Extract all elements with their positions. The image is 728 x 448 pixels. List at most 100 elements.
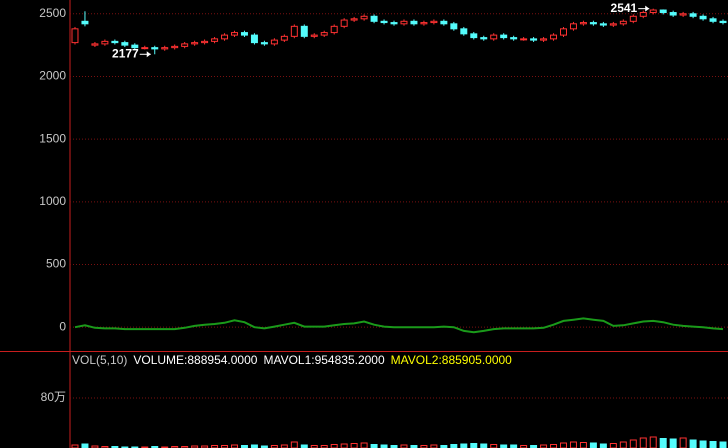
candle-body	[360, 15, 368, 20]
candle-body	[71, 28, 79, 44]
candle-body	[579, 22, 587, 25]
candle-body	[619, 20, 627, 25]
candle-body	[171, 45, 179, 49]
candle-body	[350, 18, 358, 21]
volume-bar	[151, 446, 159, 448]
candle-body	[101, 40, 109, 45]
candle-body	[340, 19, 348, 27]
volume-bar	[350, 443, 358, 448]
candle-body	[480, 37, 488, 40]
y-tick-label: 2000	[39, 69, 66, 83]
volume-bar	[81, 443, 89, 448]
candle-body	[609, 23, 617, 26]
volume-bar	[569, 441, 577, 448]
volume-bar	[360, 442, 368, 448]
candle-body	[569, 23, 577, 30]
volume-legend: VOL(5,10) VOLUME:888954.0000 MAVOL1:954835…	[72, 353, 512, 367]
candle-body	[430, 20, 438, 24]
volume-bar	[201, 445, 209, 448]
candle-body	[390, 22, 398, 25]
candle-body	[300, 25, 308, 37]
volume-bar	[390, 445, 398, 448]
volume-bar	[191, 445, 199, 448]
volume-bar	[619, 441, 627, 448]
volume-bar	[510, 444, 518, 448]
y-tick-label: 1000	[39, 194, 66, 208]
candle-body	[679, 13, 687, 16]
volume-bar	[410, 445, 418, 448]
candle-body	[191, 42, 199, 45]
candle-body	[719, 20, 727, 24]
volume-bar	[470, 443, 478, 448]
volume-bar	[550, 444, 558, 448]
candle-body	[320, 32, 328, 36]
candle-body	[151, 47, 159, 50]
candle-body	[709, 18, 717, 22]
volume-bar	[340, 443, 348, 448]
volume-bar	[500, 444, 508, 448]
candle-body	[550, 34, 558, 40]
candle-body	[659, 9, 667, 14]
candle-body	[330, 25, 338, 34]
annotation-label: 2541	[611, 1, 638, 15]
volume-bar	[71, 444, 79, 448]
legend-entry: MAVOL1:954835.2000	[263, 353, 385, 367]
legend-entry: VOLUME:888954.0000	[133, 353, 257, 367]
volume-bar	[689, 439, 697, 448]
volume-bar	[310, 445, 318, 448]
candle-body	[689, 13, 697, 17]
volume-bar	[400, 444, 408, 448]
volume-bar	[579, 442, 587, 448]
volume-bar	[300, 444, 308, 448]
volume-bar	[280, 444, 288, 448]
candle-body	[161, 47, 169, 50]
volume-bar	[260, 445, 268, 448]
y-tick-label: 80万	[41, 390, 66, 404]
volume-bar	[659, 438, 667, 448]
volume-bar	[609, 443, 617, 448]
candle-body	[649, 9, 657, 14]
volume-bar	[221, 445, 229, 448]
volume-bar	[440, 445, 448, 448]
annotation-arrowhead	[645, 5, 650, 12]
volume-bar	[450, 444, 458, 448]
candle-body	[510, 37, 518, 40]
volume-bar	[679, 437, 687, 448]
legend-entry: MAVOL2:885905.0000	[391, 353, 513, 367]
candle-body	[131, 44, 139, 49]
candle-body	[141, 47, 149, 50]
volume-bar	[709, 441, 717, 448]
volume-bar	[91, 445, 99, 448]
volume-bar	[560, 442, 567, 448]
volume-bar	[330, 444, 338, 448]
candle-body	[530, 38, 538, 41]
volume-bar	[649, 436, 657, 448]
volume-bar	[520, 445, 528, 448]
candle-body	[699, 15, 707, 20]
y-tick-label: 1500	[39, 131, 66, 145]
candle-body	[440, 20, 448, 25]
candle-body	[121, 42, 129, 46]
annotation-arrowhead	[146, 51, 151, 58]
volume-bar	[719, 441, 727, 448]
indicator-line	[74, 317, 724, 334]
y-tick-label: 500	[46, 257, 66, 271]
volume-bar	[480, 443, 488, 448]
volume-bar	[171, 446, 179, 448]
volume-bar	[540, 444, 548, 448]
candle-body	[181, 43, 189, 47]
candle-body	[370, 15, 378, 22]
legend-entry: VOL(5,10)	[72, 353, 127, 367]
annotation-label: 2177	[112, 46, 139, 60]
candle-body	[669, 12, 677, 16]
volume-bar	[250, 444, 258, 448]
volume-bar	[231, 444, 238, 448]
candle-body	[500, 34, 508, 39]
candle-body	[250, 34, 258, 44]
candle-body	[201, 40, 209, 44]
volume-bar	[380, 444, 388, 448]
y-tick-label: 2500	[39, 6, 66, 20]
volume-bar	[320, 445, 328, 448]
volume-bar	[240, 445, 248, 448]
candle-body	[221, 34, 229, 40]
